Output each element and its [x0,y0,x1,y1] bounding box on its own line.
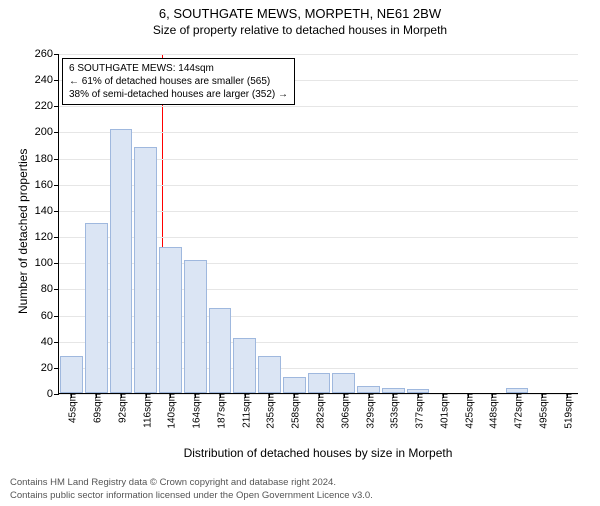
xtick-label: 211sqm [237,393,252,428]
histogram-bar [85,223,108,393]
xtick-label: 164sqm [188,393,203,429]
xtick-label: 282sqm [312,393,327,429]
xtick-label: 69sqm [89,393,104,423]
ytick-label: 240 [35,74,59,86]
histogram-bar [110,129,133,393]
xtick-label: 140sqm [163,393,178,429]
ytick-label: 40 [41,336,59,348]
xtick-label: 45sqm [64,393,79,423]
histogram-chart: 0 20 40 60 80 100 120 140 160 180 200 220 240 260 45sq… [0,6,600,506]
xtick-label: 448sqm [485,393,500,429]
ytick-label: 100 [35,257,59,269]
xtick-label: 377sqm [411,393,426,429]
ytick-label: 140 [35,205,59,217]
histogram-bar [159,247,182,393]
histogram-bar [233,338,256,393]
histogram-bar [283,377,306,393]
xtick-label: 306sqm [336,393,351,429]
ytick-label: 180 [35,153,59,165]
ytick-label: 260 [35,48,59,60]
annotation-line: 38% of semi-detached houses are larger (… [69,88,288,101]
gridline [59,106,578,107]
xtick-label: 495sqm [534,393,549,429]
annotation-box: 6 SOUTHGATE MEWS: 144sqm← 61% of detache… [62,58,295,105]
xtick-label: 472sqm [510,393,525,429]
ytick-label: 200 [35,126,59,138]
xtick-label: 116sqm [138,393,153,428]
annotation-line: 6 SOUTHGATE MEWS: 144sqm [69,62,288,75]
xtick-label: 401sqm [435,393,450,429]
footer-line-1: Contains HM Land Registry data © Crown c… [10,477,590,489]
gridline [59,54,578,55]
histogram-bar [184,260,207,393]
footer-line-2: Contains public sector information licen… [10,490,590,502]
plot-area: 02040608010012014016018020022024026045sq… [58,54,578,394]
xtick-label: 329sqm [361,393,376,429]
histogram-bar [60,356,83,393]
xtick-label: 425sqm [460,393,475,429]
histogram-bar [209,308,232,393]
ytick-label: 120 [35,231,59,243]
ytick-label: 220 [35,100,59,112]
x-axis-label: Distribution of detached houses by size … [58,446,578,460]
xtick-label: 519sqm [559,393,574,429]
ytick-label: 60 [41,310,59,322]
histogram-bar [332,373,355,393]
ytick-label: 80 [41,283,59,295]
ytick-label: 160 [35,179,59,191]
y-axis-label: Number of detached properties [16,149,30,314]
annotation-line: ← 61% of detached houses are smaller (56… [69,75,288,88]
footer: Contains HM Land Registry data © Crown c… [0,477,600,502]
xtick-label: 258sqm [287,393,302,429]
gridline [59,132,578,133]
histogram-bar [134,147,157,393]
xtick-label: 92sqm [113,393,128,423]
ytick-label: 20 [41,362,59,374]
xtick-label: 187sqm [212,393,227,429]
xtick-label: 353sqm [386,393,401,429]
ytick-label: 0 [47,388,59,400]
histogram-bar [258,356,281,393]
histogram-bar [308,373,331,393]
xtick-label: 235sqm [262,393,277,429]
